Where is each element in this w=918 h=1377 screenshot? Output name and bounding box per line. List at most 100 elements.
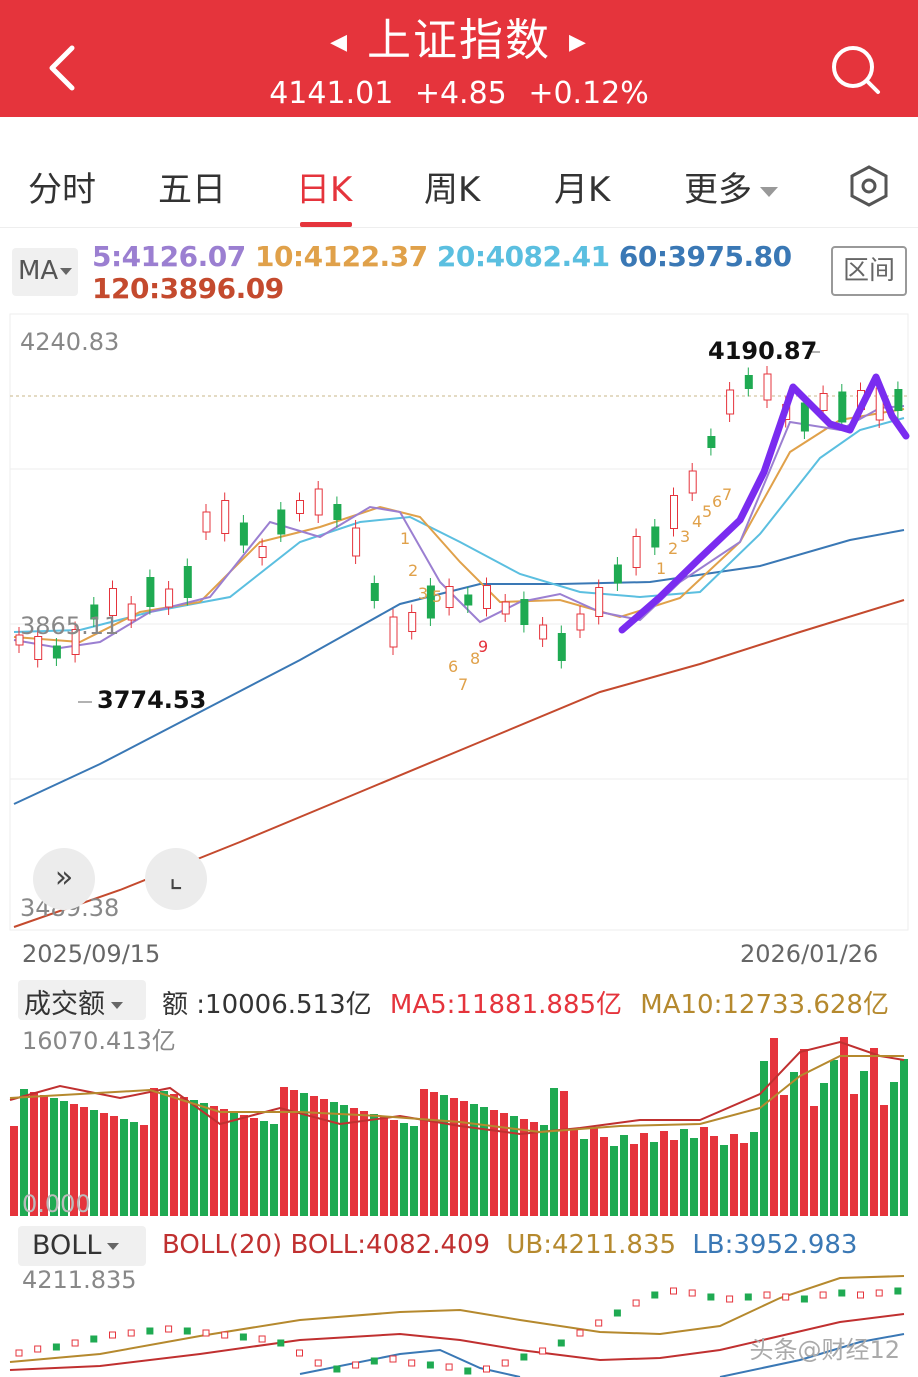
volume-bar [770, 1038, 778, 1216]
tab-more[interactable]: 更多 [684, 162, 778, 211]
volume-chart[interactable] [0, 1016, 918, 1220]
boll-candle [483, 1365, 490, 1373]
boll-candle [838, 1289, 846, 1297]
boll-candle [501, 1359, 509, 1367]
boll-candle [239, 1333, 247, 1341]
boll-candle [277, 1339, 285, 1347]
svg-text:3: 3 [418, 584, 428, 603]
volume-bar [40, 1095, 48, 1216]
price-quote: 4141.01 +4.85 +0.12% [0, 74, 918, 114]
ma10-value: 10:4122.37 [254, 240, 428, 273]
boll-lb-line-2 [719, 1333, 905, 1377]
volume-bar [350, 1108, 358, 1216]
boll-candle [183, 1327, 191, 1335]
volume-bar [870, 1048, 878, 1216]
volume-bar [590, 1128, 598, 1216]
boll-candle [595, 1319, 603, 1327]
candle [90, 604, 99, 620]
caret-down-icon [760, 186, 778, 197]
volume-ma5-line [9, 1040, 905, 1136]
candle [894, 389, 903, 411]
candle [520, 599, 529, 625]
ma-values-row1: 5:4126.07 10:4122.37 20:4082.41 60:3975.… [92, 240, 792, 273]
boll-values: BOLL(20) BOLL:4082.409 UB:4211.835 LB:39… [162, 1230, 857, 1260]
candle [557, 633, 566, 661]
boll-candle [800, 1295, 808, 1303]
boll-candle [613, 1309, 621, 1317]
volume-bar [280, 1087, 288, 1216]
volume-bar [640, 1133, 648, 1216]
settings-hexagon-icon[interactable] [848, 164, 890, 208]
boll-candle [333, 1365, 341, 1373]
volume-bar [680, 1129, 688, 1216]
volume-bar [150, 1088, 158, 1216]
boll-candle [670, 1287, 677, 1295]
volume-bar [240, 1115, 248, 1216]
tab-daily-k[interactable]: 日K [296, 170, 353, 210]
candle [314, 488, 323, 516]
watermark: 头条@财经12 [749, 1336, 900, 1364]
price-change: +4.85 [414, 76, 507, 111]
volume-bar [600, 1137, 608, 1216]
tab-monthly-k[interactable]: 月K [554, 170, 611, 210]
ma-selector[interactable]: MA [12, 248, 78, 296]
volume-bar [420, 1089, 428, 1216]
hand-drawn-annotation [618, 373, 910, 634]
boll-candle [408, 1359, 416, 1367]
boll-candle [520, 1353, 528, 1361]
volume-amount: 额 :10006.513亿 [162, 990, 372, 1020]
volume-bar [260, 1121, 268, 1216]
volume-bar [50, 1098, 58, 1216]
boll-candle [688, 1289, 696, 1297]
prev-stock-icon[interactable]: ◀ [330, 30, 349, 55]
volume-selector[interactable]: 成交额 [18, 980, 146, 1020]
expand-right-icon[interactable]: » [33, 848, 95, 910]
svg-text:4: 4 [692, 512, 702, 531]
tab-intraday[interactable]: 分时 [28, 170, 96, 210]
boll-candle [763, 1291, 771, 1299]
svg-text:8: 8 [470, 649, 480, 668]
svg-text:6: 6 [448, 657, 458, 676]
volume-bar [820, 1083, 828, 1216]
kline-chart[interactable]: 1 2 3 5 6 7 8 9 1 2 3 4 5 6 7 [0, 312, 918, 932]
volume-bar [630, 1144, 638, 1216]
boll-candle [632, 1299, 640, 1307]
price-change-pct: +0.12% [528, 76, 649, 111]
svg-text:2: 2 [668, 539, 678, 558]
boll-candle [71, 1339, 79, 1347]
fullscreen-icon[interactable]: ⌞ [145, 848, 207, 910]
ma60-value: 60:3975.80 [618, 240, 792, 273]
volume-ma5: MA5:11881.885亿 [389, 990, 623, 1020]
boll-candle [726, 1295, 734, 1303]
boll-chart[interactable] [0, 1270, 918, 1377]
svg-text:9: 9 [478, 637, 488, 656]
volume-bar [450, 1098, 458, 1216]
volume-bar [650, 1142, 658, 1216]
boll-selector[interactable]: BOLL [18, 1226, 146, 1266]
boll-candle [165, 1325, 173, 1333]
search-icon[interactable] [828, 42, 882, 96]
candle [707, 436, 716, 448]
boll-candle [819, 1291, 827, 1299]
range-button[interactable]: 区间 [831, 246, 907, 296]
candle [800, 402, 809, 432]
candle [819, 393, 828, 411]
boll-candle [314, 1359, 322, 1367]
high-price-label: 4190.87 [708, 337, 818, 365]
volume-bar [190, 1100, 198, 1216]
chevron-left-icon[interactable] [40, 40, 84, 96]
candle [239, 522, 248, 546]
ma20-value: 20:4082.41 [436, 240, 610, 273]
volume-bar [380, 1117, 388, 1216]
candle [183, 566, 192, 598]
tab-weekly-k[interactable]: 周K [424, 170, 481, 210]
next-stock-icon[interactable]: ▶ [569, 30, 588, 55]
boll-selector-label: BOLL [32, 1230, 102, 1261]
tab-five-day[interactable]: 五日 [158, 170, 226, 210]
boll-candle [127, 1329, 135, 1337]
boll-candle [557, 1339, 565, 1347]
boll-top-label: 4211.835 [22, 1266, 137, 1294]
volume-bar [470, 1104, 478, 1216]
volume-bar [310, 1096, 318, 1216]
boll-candle [221, 1331, 229, 1339]
